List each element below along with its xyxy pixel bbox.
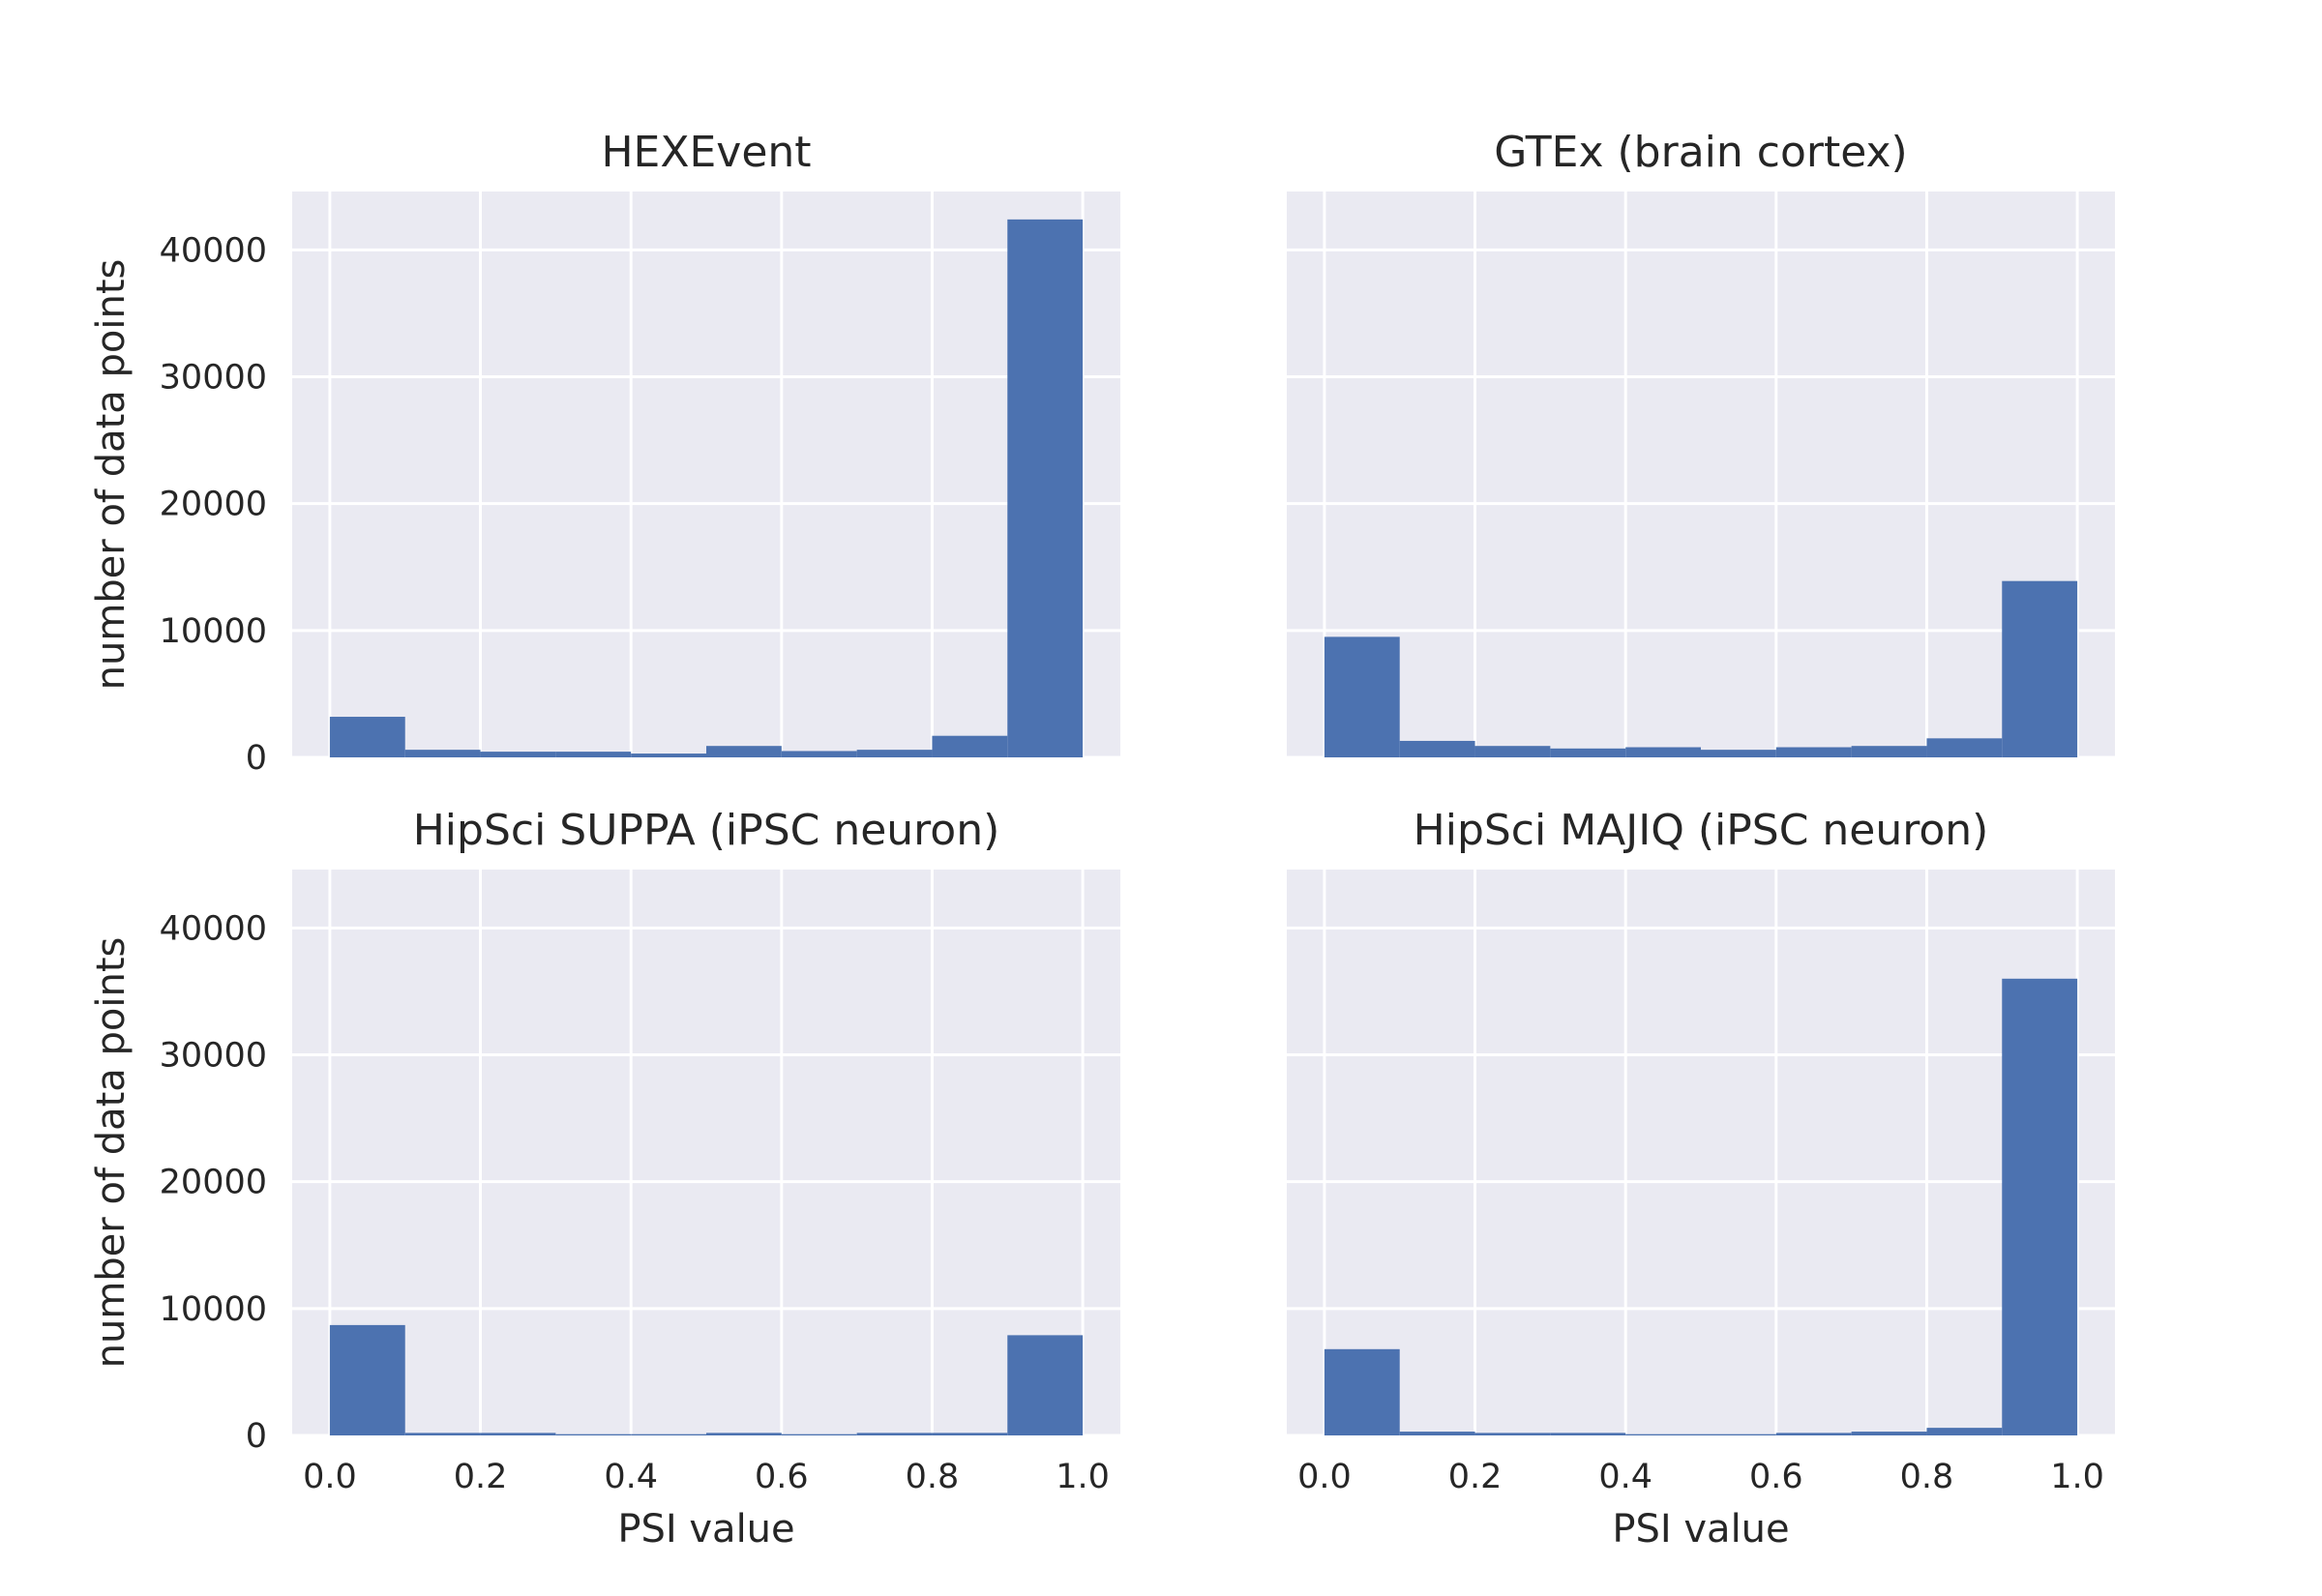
histogram-bar xyxy=(706,1433,782,1435)
x-tick-label: 0.4 xyxy=(604,1458,658,1496)
y-tick-label: 20000 xyxy=(160,1164,267,1202)
plot-area xyxy=(292,870,1120,1435)
histogram-bar xyxy=(781,751,857,757)
x-tick-label: 0.6 xyxy=(755,1458,809,1496)
x-tick-label: 0.8 xyxy=(1900,1458,1954,1496)
histogram-bar xyxy=(2002,580,2078,757)
x-tick-label: 0.2 xyxy=(454,1458,508,1496)
histogram-bar xyxy=(1851,746,1927,757)
histogram-bar xyxy=(1324,636,1400,757)
histogram-bar xyxy=(1625,747,1701,757)
x-tick-label: 1.0 xyxy=(2050,1458,2104,1496)
histogram-bar xyxy=(856,750,933,757)
histogram-bar xyxy=(1007,1335,1084,1435)
x-tick-label: 0.4 xyxy=(1598,1458,1652,1496)
x-axis-label: PSI value xyxy=(617,1507,794,1552)
panel-title: GTEx (brain cortex) xyxy=(1494,128,1907,177)
panel-2: 0.0 0.2 0.4 0.6 0.8 1.0 0 10000 20000 30000 40000 H… xyxy=(89,806,1120,1552)
histogram-bar xyxy=(1007,219,1084,757)
histogram-bar xyxy=(1474,1433,1551,1435)
histogram-bar xyxy=(856,1433,933,1435)
histogram-bar xyxy=(1701,750,1776,757)
histogram-bar xyxy=(1550,748,1626,757)
histogram-bar xyxy=(480,1433,556,1435)
histogram-bar xyxy=(1851,1432,1927,1435)
histogram-bar xyxy=(2002,978,2078,1435)
plot-area xyxy=(1287,870,2115,1435)
panel-3: 0.0 0.2 0.4 0.6 0.8 1.0 HipSci MAJIQ (iPSC neu… xyxy=(1287,806,2115,1552)
panel-title: HEXEvent xyxy=(601,128,811,177)
histogram-bar xyxy=(555,1433,632,1435)
histogram-bar xyxy=(1926,738,2003,757)
y-tick-label: 10000 xyxy=(160,612,267,651)
y-tick-label: 0 xyxy=(246,1417,267,1456)
histogram-bar xyxy=(1324,1348,1400,1435)
panel-1: GTEx (brain cortex) xyxy=(1287,128,2115,759)
histogram-bar xyxy=(404,750,481,757)
histogram-bar xyxy=(1775,747,1852,757)
histogram-bar xyxy=(555,752,632,757)
y-tick-label: 40000 xyxy=(160,231,267,270)
histogram-bar xyxy=(932,735,1008,757)
plot-area xyxy=(1287,192,2115,757)
y-tick-label: 30000 xyxy=(160,1037,267,1076)
panel-title: HipSci SUPPA (iPSC neuron) xyxy=(413,806,1000,855)
y-tick-label: 0 xyxy=(246,739,267,778)
histogram-bar xyxy=(1399,1432,1475,1435)
histogram-bar xyxy=(631,1433,706,1435)
y-axis-label: number of data points xyxy=(89,259,134,691)
histogram-bar xyxy=(631,754,706,757)
x-tick-label: 0.0 xyxy=(1297,1458,1352,1496)
y-tick-label: 20000 xyxy=(160,486,267,524)
histogram-bar xyxy=(781,1433,857,1435)
histogram-bar xyxy=(1625,1433,1701,1435)
x-tick-label: 0.8 xyxy=(906,1458,960,1496)
y-tick-label: 30000 xyxy=(160,359,267,398)
histogram-bar xyxy=(1399,740,1475,757)
panel-0: 0 10000 20000 30000 40000 HEXEvent number of d… xyxy=(89,128,1120,778)
histogram-bar xyxy=(932,1433,1008,1435)
histogram-bar xyxy=(1550,1433,1626,1435)
plot-area xyxy=(292,192,1120,757)
y-tick-label: 40000 xyxy=(160,909,267,948)
histogram-bar xyxy=(1926,1428,2003,1435)
histogram-bar xyxy=(1474,746,1551,757)
x-tick-label: 0.6 xyxy=(1749,1458,1803,1496)
histogram-bar xyxy=(329,1324,405,1435)
x-tick-label: 1.0 xyxy=(1056,1458,1110,1496)
histogram-bar xyxy=(329,717,405,757)
histogram-bar xyxy=(404,1433,481,1435)
x-axis-label: PSI value xyxy=(1612,1507,1789,1552)
histogram-bar xyxy=(706,746,782,757)
x-tick-label: 0.0 xyxy=(303,1458,357,1496)
histogram-bar xyxy=(1775,1433,1852,1435)
histogram-bar xyxy=(1701,1433,1776,1435)
y-tick-label: 10000 xyxy=(160,1290,267,1329)
panel-title: HipSci MAJIQ (iPSC neuron) xyxy=(1414,806,1989,855)
y-axis-label: number of data points xyxy=(89,937,134,1369)
histogram-bar xyxy=(480,752,556,757)
x-tick-label: 0.2 xyxy=(1448,1458,1503,1496)
